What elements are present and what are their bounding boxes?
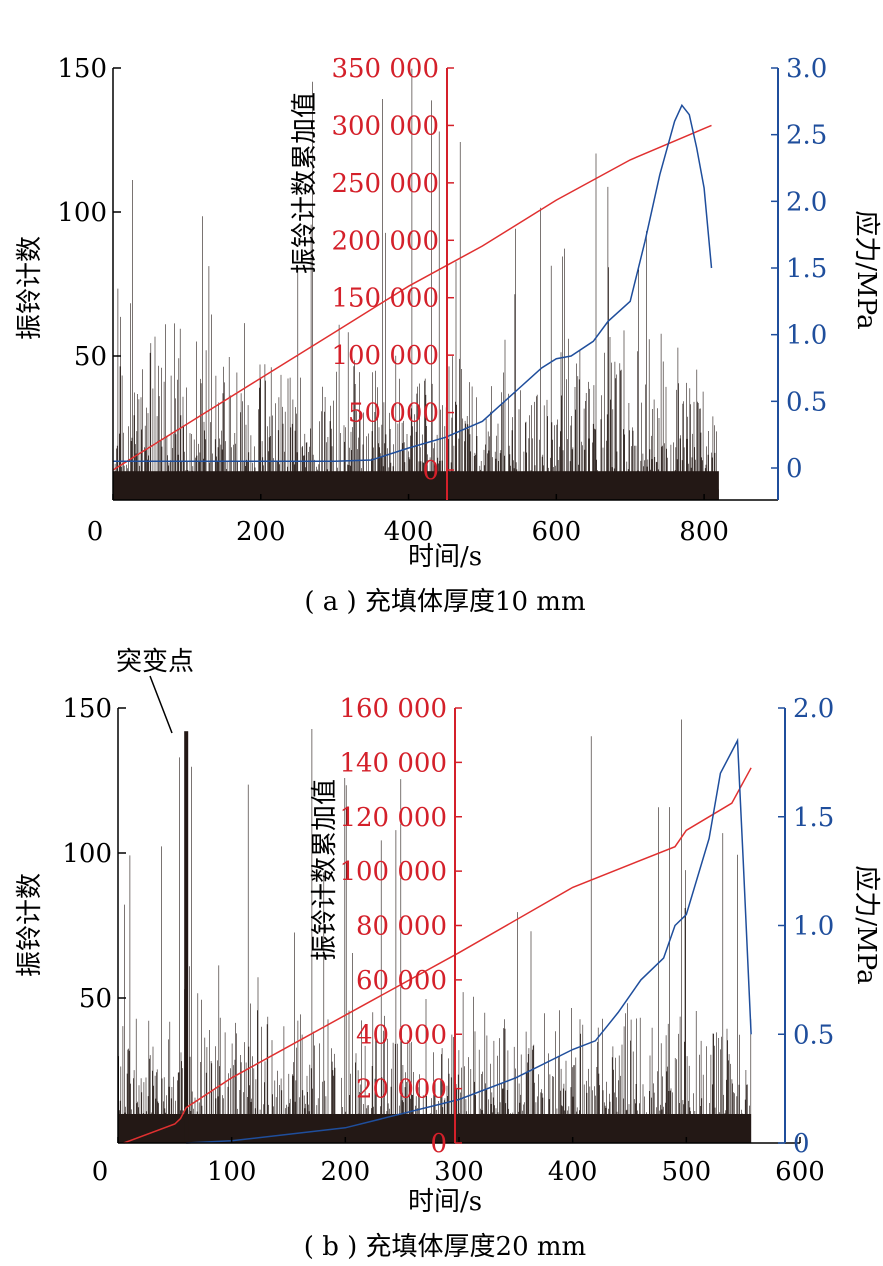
right-tick-label: 0 bbox=[786, 454, 803, 484]
left-tick-label: 100 bbox=[62, 839, 112, 869]
x-tick-label: 800 bbox=[679, 517, 729, 547]
chart-panel-b: 0 100 200 300 400 500 600 50 100 150 0 20 000 40 000… bbox=[15, 647, 881, 1262]
middle-tick-label: 100 000 bbox=[339, 857, 447, 887]
left-tick-label: 50 bbox=[79, 984, 112, 1014]
x-tick-label: 0 bbox=[87, 517, 104, 547]
middle-tick-label: 50 000 bbox=[348, 399, 439, 429]
left-tick-label: 150 bbox=[62, 694, 112, 724]
axes-b: 0 100 200 300 400 500 600 50 100 150 0 20 000 40 000… bbox=[62, 694, 834, 1187]
middle-tick-label: 150 000 bbox=[331, 284, 439, 314]
left-tick-label: 150 bbox=[57, 54, 107, 84]
right-tick-label: 2.0 bbox=[793, 694, 834, 724]
cumulative-count-line bbox=[123, 767, 752, 1144]
right-tick-label: 2.0 bbox=[786, 187, 827, 217]
ringing-count-base bbox=[118, 1114, 752, 1143]
stress-line bbox=[186, 737, 752, 1144]
right-tick-label: 0.5 bbox=[793, 1020, 834, 1050]
right-axis-label-b: 应力/MPa bbox=[851, 865, 881, 984]
series-lines-b bbox=[123, 737, 752, 1144]
x-tick-label: 600 bbox=[775, 1157, 825, 1187]
left-axis-label-b: 振铃计数 bbox=[15, 873, 45, 977]
middle-tick-label: 250 000 bbox=[331, 169, 439, 199]
ringing-count-bars-b bbox=[117, 719, 752, 1143]
left-tick-label: 50 bbox=[74, 342, 107, 372]
x-axis-label-b: 时间/s bbox=[408, 1187, 482, 1217]
caption-a: ( a ) 充填体厚度10 mm bbox=[304, 587, 585, 617]
middle-axis-label-a: 振铃计数累加值 bbox=[290, 92, 320, 274]
cumulative-count-line bbox=[112, 124, 712, 471]
x-tick-label: 0 bbox=[92, 1157, 109, 1187]
middle-tick-label: 100 000 bbox=[331, 341, 439, 371]
middle-tick-label: 60 000 bbox=[356, 966, 447, 996]
caption-b: ( b ) 充填体厚度20 mm bbox=[304, 1232, 586, 1262]
right-tick-label: 3.0 bbox=[786, 54, 827, 84]
ringing-count-base bbox=[113, 471, 719, 500]
chart-panel-a: 0 200 400 600 800 50 100 150 0 50 000 100 000 150 0… bbox=[15, 54, 881, 617]
x-tick-label: 200 bbox=[236, 517, 286, 547]
middle-tick-label: 20 000 bbox=[356, 1075, 447, 1105]
left-tick-label: 100 bbox=[57, 198, 107, 228]
right-tick-label: 1.5 bbox=[793, 803, 834, 833]
middle-tick-label: 80 000 bbox=[356, 912, 447, 942]
right-tick-label: 0 bbox=[793, 1129, 810, 1159]
middle-tick-label: 0 bbox=[422, 456, 439, 486]
right-tick-label: 0.5 bbox=[786, 387, 827, 417]
x-tick-label: 400 bbox=[384, 517, 434, 547]
middle-tick-label: 350 000 bbox=[331, 54, 439, 84]
middle-axis-label-b: 振铃计数累加值 bbox=[310, 779, 340, 961]
right-tick-label: 1.0 bbox=[793, 912, 834, 942]
x-tick-label: 300 bbox=[434, 1157, 484, 1187]
middle-tick-label: 40 000 bbox=[356, 1020, 447, 1050]
x-tick-label: 100 bbox=[207, 1157, 257, 1187]
right-tick-label: 2.5 bbox=[786, 121, 827, 151]
middle-tick-label: 200 000 bbox=[331, 226, 439, 256]
annotation-leader-line bbox=[149, 675, 173, 734]
middle-tick-label: 120 000 bbox=[339, 803, 447, 833]
right-tick-label: 1.5 bbox=[786, 254, 827, 284]
x-tick-label: 400 bbox=[548, 1157, 598, 1187]
x-tick-label: 600 bbox=[532, 517, 582, 547]
x-axis-label-a: 时间/s bbox=[408, 542, 482, 572]
right-tick-label: 1.0 bbox=[786, 321, 827, 351]
stress-line bbox=[113, 103, 713, 463]
sudden-change-spike bbox=[184, 731, 189, 1143]
series-lines-a bbox=[112, 103, 713, 471]
ringing-count-bars-a bbox=[112, 68, 719, 500]
left-axis-label-a: 振铃计数 bbox=[15, 236, 45, 340]
x-tick-label: 500 bbox=[662, 1157, 712, 1187]
middle-tick-label: 0 bbox=[430, 1129, 447, 1159]
middle-tick-label: 160 000 bbox=[339, 694, 447, 724]
annotation-label: 突变点 bbox=[116, 647, 194, 677]
right-axis-label-a: 应力/MPa bbox=[851, 210, 881, 329]
middle-tick-label: 140 000 bbox=[339, 748, 447, 778]
middle-tick-label: 300 000 bbox=[331, 111, 439, 141]
axes-a: 0 200 400 600 800 50 100 150 0 50 000 100 000 150 0… bbox=[57, 54, 827, 547]
x-tick-label: 200 bbox=[321, 1157, 371, 1187]
